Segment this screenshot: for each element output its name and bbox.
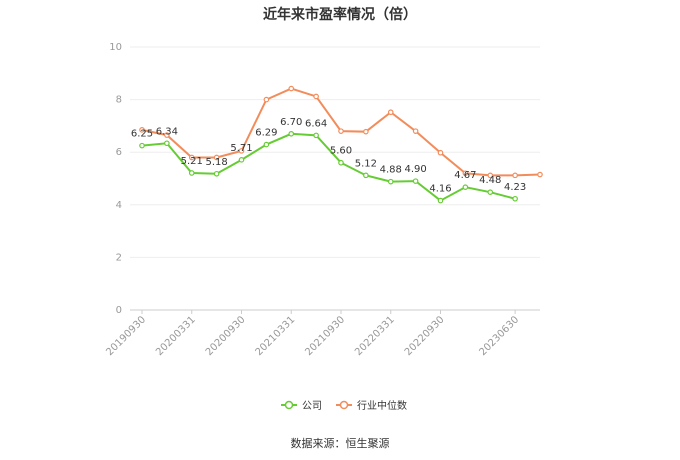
y-tick-label: 10 [109,42,122,53]
data-label: 5.18 [205,157,227,168]
data-point [363,172,369,179]
x-tick-label: 20200331 [154,314,198,358]
y-tick-label: 4 [116,200,122,211]
y-tick-label: 8 [116,95,122,106]
data-point [188,170,195,176]
data-point [338,159,344,166]
x-axis-ticks: 20190930 20200331 20200930 20210331 20210930… [104,310,521,358]
series-lines [139,85,543,204]
data-point [288,130,295,137]
legend-marker [284,400,294,410]
y-tick-label: 2 [116,252,122,263]
chart-title: 近年来市盈率情况（倍） [263,7,417,23]
data-point [412,178,419,184]
data-point [164,132,170,138]
x-tick-label: 20220930 [403,314,447,358]
y-tick-label: 0 [116,305,122,316]
legend-label: 公司 [302,401,322,412]
data-label: 6.29 [255,128,277,139]
x-tick-label: 20200930 [204,314,248,358]
data-point [164,140,170,147]
data-point [263,96,270,103]
data-label: 4.48 [479,175,501,186]
data-label: 5.12 [355,158,377,169]
legend: 公司 行业中位数 [281,399,407,412]
data-label: 4.16 [429,184,451,195]
series-line-0 [141,132,516,202]
grid-lines [130,46,540,311]
data-point [363,128,369,135]
data-point [263,141,270,148]
data-label: 6.70 [280,117,302,128]
data-point [412,128,419,134]
data-point [313,132,319,139]
data-point [139,127,145,133]
data-point [213,154,220,161]
x-tick-label: 20220331 [353,314,397,358]
data-point [487,189,494,195]
legend-label: 行业中位数 [357,399,407,412]
data-point [512,195,518,202]
legend-marker [339,400,349,410]
data-label: 6.34 [156,126,178,137]
data-label: 5.71 [230,143,252,154]
data-point [537,171,543,178]
data-labels: 6.25 6.34 5.21 5.185.716.296.70 6.64 5.605.12… [131,117,526,195]
data-point [387,109,394,116]
data-source: 数据来源：恒生聚源 [290,437,390,450]
y-tick-label: 6 [116,147,122,158]
data-point [238,148,245,154]
data-point [313,93,319,100]
data-label: 6.64 [305,118,327,129]
data-point [288,85,295,92]
data-label: 6.25 [131,129,153,140]
data-point [462,170,469,177]
x-tick-label: 20190930 [104,314,148,358]
data-point [238,157,245,163]
data-point [188,154,195,161]
data-label: 4.90 [404,164,426,175]
data-point [338,128,344,134]
data-point [437,197,444,204]
data-point [487,172,494,179]
data-point [387,178,394,185]
data-point [139,142,145,149]
x-tick-label: 20210930 [303,314,347,358]
data-label: 4.67 [454,170,476,181]
data-label: 4.23 [504,182,526,193]
data-point [437,149,444,156]
data-label: 5.60 [330,146,352,157]
x-tick-label: 20230630 [477,314,521,358]
data-point [213,170,220,177]
data-point [512,172,518,179]
x-tick-label: 20210331 [254,314,298,358]
data-label: 4.88 [380,165,402,176]
data-point [462,184,469,190]
data-label: 5.21 [181,156,203,167]
y-axis-ticks: 0 2 4 6 8 10 [109,42,122,316]
